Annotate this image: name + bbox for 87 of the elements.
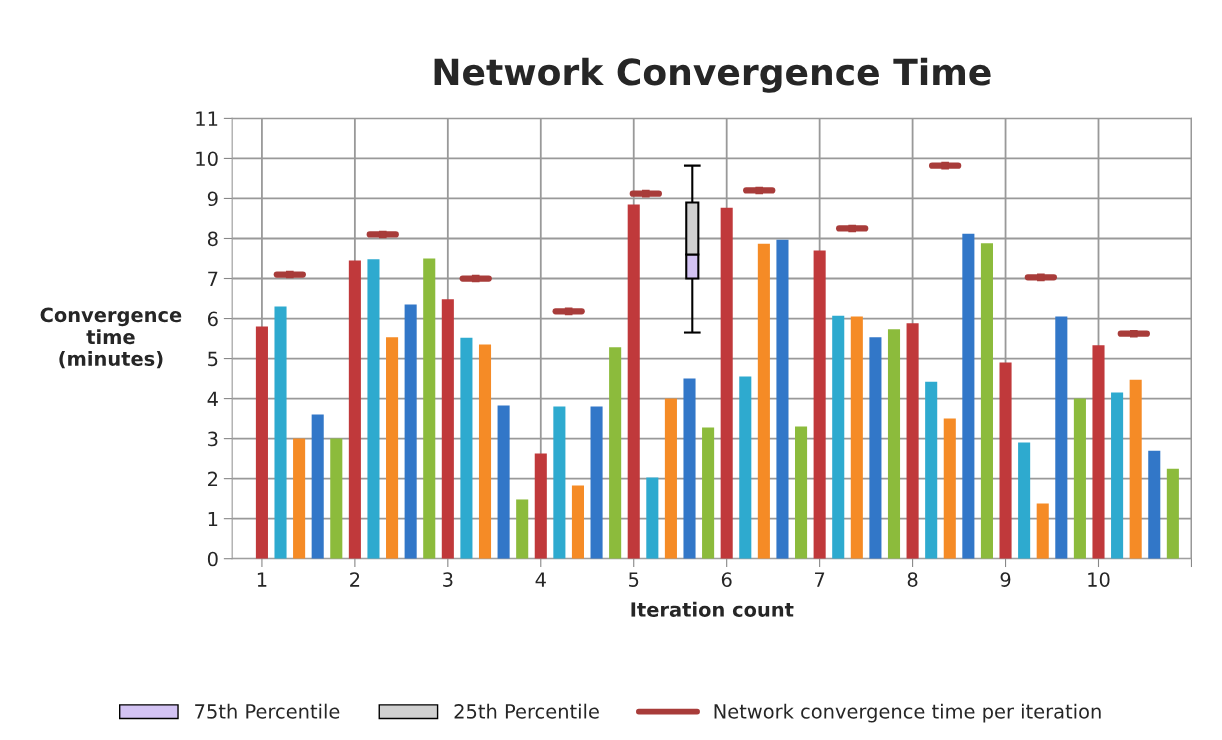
bar: [1111, 392, 1124, 559]
x-tick-label: 8: [907, 572, 918, 587]
y-tick-label: 8: [207, 231, 218, 247]
bar: [478, 344, 492, 559]
bar: [571, 485, 585, 559]
bar: [516, 499, 529, 559]
bar: [943, 418, 956, 559]
bar: [497, 405, 510, 559]
bar: [330, 438, 343, 559]
bar: [683, 378, 696, 559]
bar: [255, 326, 268, 559]
point: [285, 270, 294, 279]
point: [378, 230, 387, 239]
bar: [664, 398, 677, 559]
bar: [293, 438, 306, 559]
bar: [1036, 503, 1049, 559]
bar: [887, 329, 901, 559]
bar: [534, 453, 547, 559]
bar: [311, 414, 324, 559]
bar: [423, 258, 436, 559]
x-tick-label: 10: [1088, 572, 1110, 587]
bar: [1092, 345, 1105, 559]
x-tick-label: 4: [535, 572, 546, 587]
bar: [404, 304, 417, 559]
x-tick-label: 1: [257, 572, 267, 587]
y-axis-title: Convergence time (minutes): [40, 307, 182, 369]
x-tick-label: 3: [443, 572, 453, 587]
bar: [850, 316, 863, 559]
y-tick-label: 9: [207, 191, 218, 207]
y-tick-label: 6: [207, 311, 218, 327]
bar: [702, 427, 715, 559]
bar: [1073, 398, 1086, 559]
y-tick-label: 3: [208, 431, 218, 447]
legend-label: 25th Percentile: [454, 703, 599, 719]
y-tick-label: 11: [196, 111, 218, 126]
chart-title: Network Convergence Time: [434, 57, 991, 93]
x-tick-label: 7: [815, 572, 825, 587]
bar: [906, 323, 919, 559]
bar: [795, 426, 808, 559]
bar: [386, 337, 399, 559]
point: [848, 224, 856, 233]
bar: [1129, 379, 1142, 559]
bar: [757, 243, 770, 559]
bar: [962, 233, 975, 559]
bar: [720, 207, 733, 559]
bar: [590, 406, 603, 559]
x-tick-label: 2: [350, 572, 360, 587]
y-tick-label: 7: [208, 271, 218, 286]
bar: [1055, 316, 1068, 559]
y-tick-label: 5: [208, 351, 218, 367]
bar: [925, 381, 938, 559]
y-tick-label: 4: [207, 391, 218, 406]
bar: [999, 362, 1012, 559]
bar: [609, 347, 622, 559]
bar: [1148, 450, 1161, 559]
bar: [739, 376, 752, 559]
x-tick-label: 5: [629, 572, 639, 587]
bar: [1166, 468, 1179, 559]
bar: [441, 299, 454, 559]
point: [471, 274, 480, 283]
point: [1129, 329, 1138, 338]
bar: [832, 315, 845, 559]
bar: [980, 243, 993, 559]
bar: [1018, 442, 1031, 559]
bar: [869, 337, 882, 559]
bar: [460, 337, 473, 559]
bar: [274, 306, 287, 559]
legend-label: 75th Percentile: [195, 703, 340, 719]
bar: [348, 260, 361, 559]
y-tick-label: 2: [208, 471, 218, 487]
point: [641, 189, 650, 198]
point: [941, 161, 949, 170]
bar: [627, 204, 640, 559]
y-tick-label: 1: [208, 511, 218, 527]
y-tick-label: 10: [196, 151, 218, 167]
bar: [367, 259, 380, 559]
bar: [776, 239, 789, 559]
x-tick-label: 6: [721, 572, 732, 587]
point: [755, 186, 764, 195]
y-tick-label: 0: [207, 551, 218, 567]
point: [1037, 273, 1045, 282]
bar: [813, 250, 826, 559]
bar: [646, 477, 659, 559]
bar: [553, 406, 566, 559]
x-tick-label: 9: [1000, 572, 1011, 587]
x-axis-title: Iteration count: [631, 601, 794, 617]
legend-label: Network convergence time per iteration: [714, 703, 1101, 723]
